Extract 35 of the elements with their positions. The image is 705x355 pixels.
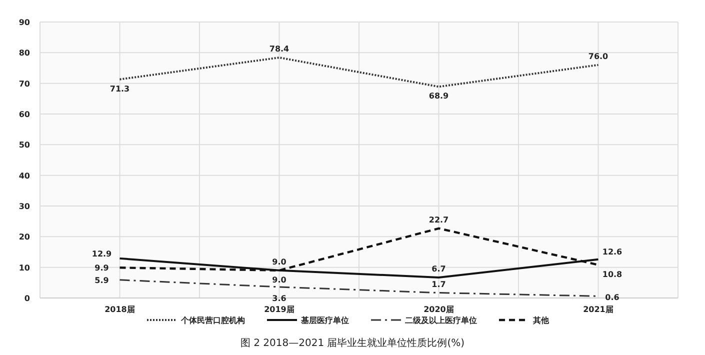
data-label: 9.0 bbox=[272, 257, 287, 266]
legend-label: 其他 bbox=[532, 316, 550, 325]
data-label: 12.6 bbox=[602, 247, 623, 256]
x-tick-label: 2020届 bbox=[424, 305, 454, 314]
x-tick-label: 2019届 bbox=[264, 305, 294, 314]
x-tick-label: 2018届 bbox=[104, 305, 135, 314]
data-label: 6.7 bbox=[432, 264, 446, 274]
data-label: 0.6 bbox=[605, 293, 620, 302]
data-label: 22.7 bbox=[428, 215, 449, 224]
y-tick-label: 30 bbox=[18, 202, 30, 211]
y-tick-label: 80 bbox=[18, 48, 30, 58]
data-label: 76.0 bbox=[588, 52, 609, 61]
y-tick-label: 70 bbox=[18, 79, 30, 88]
data-label: 1.7 bbox=[432, 280, 446, 289]
y-tick-label: 40 bbox=[18, 171, 30, 180]
data-label: 71.3 bbox=[110, 84, 130, 94]
y-tick-label: 20 bbox=[18, 232, 30, 242]
y-tick-label: 0 bbox=[24, 294, 30, 303]
text: 图 2 2018—2021 届毕业生就业单位性质比例(%) bbox=[240, 337, 465, 349]
data-label: 68.9 bbox=[428, 92, 450, 101]
data-label: 9.0 bbox=[272, 275, 287, 284]
data-label: 5.9 bbox=[94, 276, 110, 285]
legend-label: 基层医疗单位 bbox=[300, 316, 349, 325]
data-label: 12.9 bbox=[92, 249, 112, 258]
data-label: 9.9 bbox=[94, 264, 110, 273]
legend-label: 二级及以上医疗单位 bbox=[405, 316, 477, 325]
y-tick-label: 90 bbox=[18, 18, 30, 27]
y-tick-label: 10 bbox=[18, 263, 30, 272]
x-tick-label: 2021届 bbox=[583, 305, 614, 314]
legend-label: 个体民营口腔机构 bbox=[180, 316, 245, 325]
data-label: 78.4 bbox=[269, 44, 290, 54]
y-tick-label: 60 bbox=[18, 110, 30, 119]
data-label: 3.6 bbox=[272, 294, 287, 303]
y-tick-label: 50 bbox=[18, 140, 30, 150]
data-label: 10.8 bbox=[602, 270, 623, 279]
